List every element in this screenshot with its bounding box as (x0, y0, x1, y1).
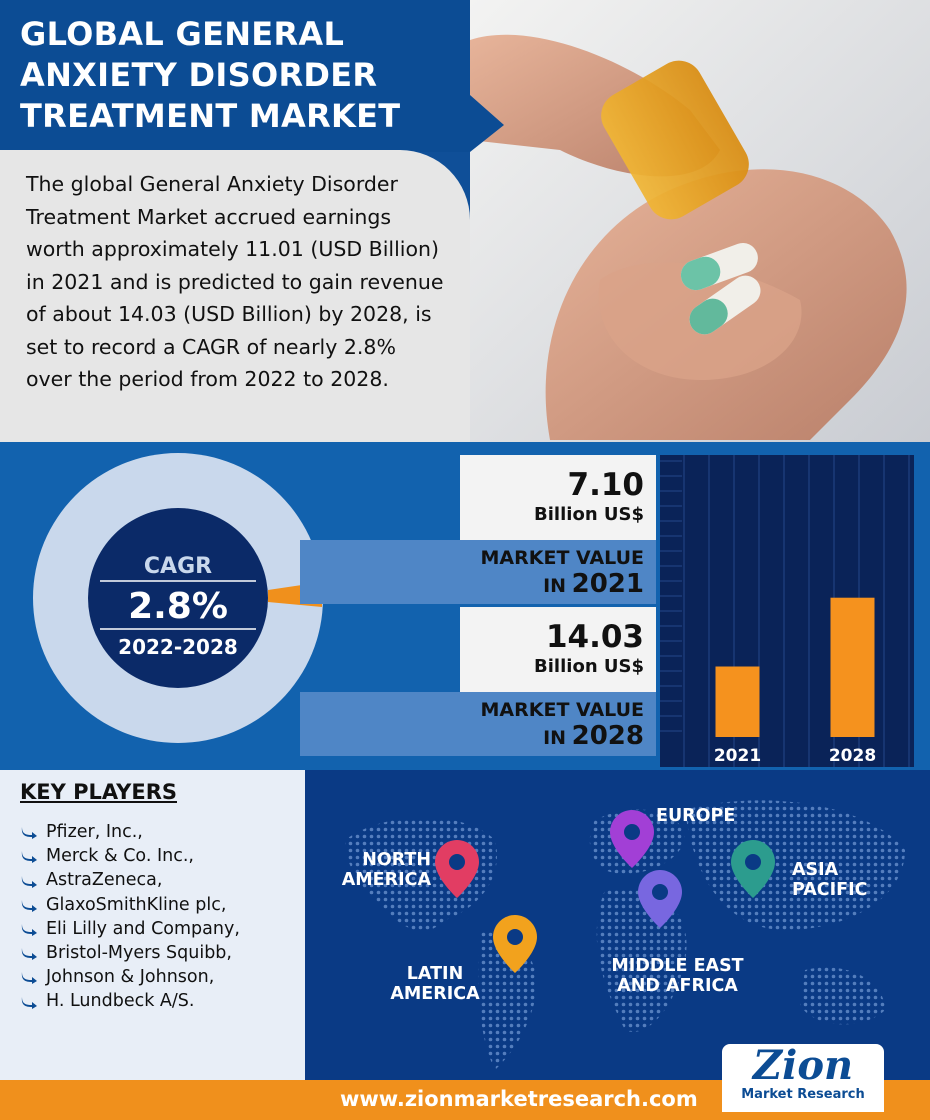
arrow-shape (21, 875, 37, 888)
bar-chart: 2021 2028 (660, 455, 914, 767)
player-item: AstraZeneca, (20, 868, 240, 892)
value-box: 14.03 Billion US$ (460, 607, 656, 692)
caption-in: IN (543, 727, 567, 749)
player-name: AstraZeneca, (46, 870, 163, 891)
value-unit: Billion US$ (534, 504, 644, 525)
pin (610, 810, 654, 868)
cagr-value: 2.8% (128, 586, 228, 627)
player-item: GlaxoSmithKline plc, (20, 893, 240, 917)
player-item: Bristol-Myers Squibb, (20, 941, 240, 965)
logo-tagline: Market Research (741, 1087, 865, 1102)
caption-band: MARKET VALUE IN 2028 (300, 692, 656, 756)
region-label: ASIA PACIFIC (792, 860, 868, 900)
arrow-icon (21, 996, 37, 1009)
caption-in: IN (543, 575, 567, 597)
arrow-shape (21, 996, 37, 1009)
player-name: Bristol-Myers Squibb, (46, 943, 232, 964)
logo-name: Zion (752, 1042, 854, 1089)
arrow-icon (21, 827, 37, 840)
player-item: Merck & Co. Inc., (20, 844, 240, 868)
bar (715, 666, 760, 737)
arrow-shape (21, 899, 37, 912)
arrow-shape (21, 948, 37, 961)
region-label: EUROPE (656, 806, 736, 826)
players-panel (0, 770, 305, 1080)
players-title: KEY PLAYERS (20, 780, 177, 804)
player-name: Pfizer, Inc., (46, 822, 143, 842)
arrow-icon (21, 948, 37, 961)
player-name: GlaxoSmithKline plc, (46, 894, 227, 915)
arrow-shape (21, 827, 37, 840)
map-pins (435, 810, 775, 973)
player-name: H. Lundbeck A/S. (46, 991, 195, 1012)
player-item: Eli Lilly and Company, (20, 917, 240, 941)
header-arrow (468, 0, 504, 152)
region-label: LATIN AMERICA (390, 964, 480, 1004)
player-item: Pfizer, Inc., (20, 820, 240, 844)
player-name: Eli Lilly and Company, (46, 918, 240, 939)
arrow-shape (21, 972, 37, 985)
pin (638, 870, 682, 928)
arrow-icon (21, 899, 37, 912)
arrow-icon (21, 875, 37, 888)
value-unit: Billion US$ (534, 656, 644, 677)
player-name: Merck & Co. Inc., (46, 846, 194, 867)
website: www.zionmarketresearch.com (340, 1087, 698, 1111)
x-tick-label: 2028 (829, 746, 876, 766)
value-label: 7.10 (567, 467, 645, 503)
arrow-icon (21, 972, 37, 985)
pin (435, 840, 479, 898)
arrow-icon (21, 923, 37, 936)
arrow-shape (21, 851, 37, 864)
cagr-label: CAGR (144, 554, 212, 579)
value-box: 7.10 Billion US$ (460, 455, 656, 540)
caption-band: MARKET VALUE IN 2021 (300, 540, 656, 604)
title: GLOBAL GENERAL ANXIETY DISORDER TREATMEN… (20, 15, 401, 135)
player-name: Johnson & Johnson, (46, 967, 215, 988)
logo: Zion Market Research (722, 1044, 884, 1112)
players-list: Pfizer, Inc., Merck & Co. Inc., AstraZenec… (20, 820, 240, 1014)
cagr-period: 2022-2028 (118, 635, 238, 659)
header-panel (0, 0, 470, 152)
summary-panel (0, 150, 470, 442)
pin (493, 915, 537, 973)
region-label: MIDDLE EAST AND AFRICA (611, 956, 744, 996)
summary-text: The global General Anxiety Disorder Trea… (26, 172, 444, 391)
caption-year: 2028 (571, 721, 644, 751)
caption-year: 2021 (571, 569, 644, 599)
x-tick-label: 2021 (714, 746, 761, 766)
player-item: H. Lundbeck A/S. (20, 989, 240, 1013)
player-item: Johnson & Johnson, (20, 965, 240, 989)
cagr-donut: CAGR 2.8% 2022-2028 (33, 453, 323, 743)
arrow-shape (21, 923, 37, 936)
caption: MARKET VALUE (480, 547, 644, 569)
photo (470, 0, 930, 442)
pin (731, 840, 775, 898)
arrow-icon (21, 851, 37, 864)
region-label: NORTH AMERICA (341, 850, 431, 890)
bar (830, 597, 875, 737)
caption: MARKET VALUE (480, 699, 644, 721)
value-label: 14.03 (545, 619, 644, 655)
